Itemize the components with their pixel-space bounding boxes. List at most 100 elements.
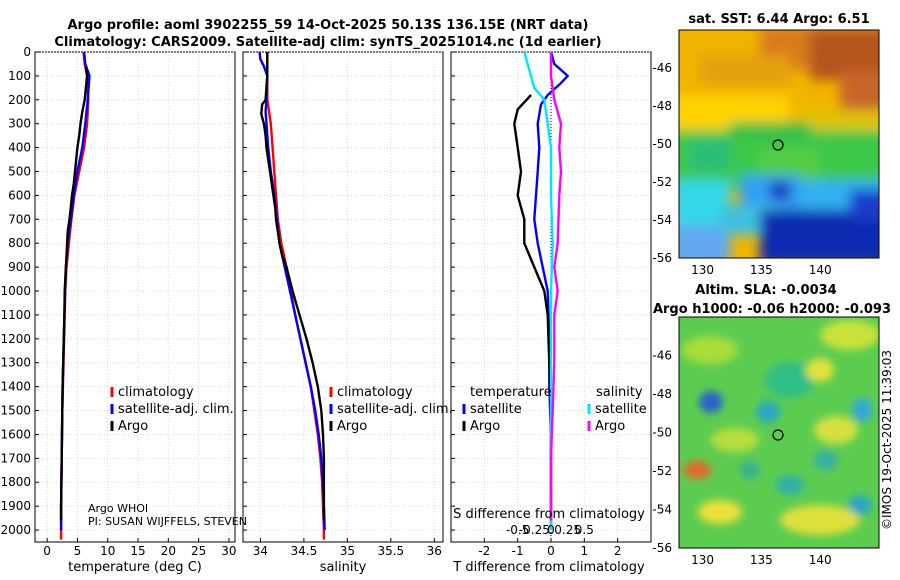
series-line-salinity-argo	[260, 52, 326, 521]
sla-y-tick: -48	[652, 387, 672, 401]
s-diff-tick: 0.25	[554, 523, 581, 537]
depth-tick-1900: 1900	[0, 499, 31, 513]
depth-tick-100: 100	[8, 69, 31, 83]
sla-y-tick: -52	[652, 464, 672, 478]
temperature-x-tick: 25	[191, 544, 206, 558]
legend-s-argo-label: Argo	[595, 419, 625, 434]
depth-tick-1700: 1700	[0, 451, 31, 465]
sst-y-tick: -52	[652, 175, 672, 189]
temperature-x-tick: 5	[74, 544, 82, 558]
depth-tick-500: 500	[8, 165, 31, 179]
sst-y-tick: -54	[652, 213, 672, 227]
difference-x-tick-labels: -2 -1 0 1 2	[478, 544, 621, 558]
sst-map-image	[679, 30, 879, 258]
sst-x-tick: 135	[750, 263, 773, 277]
salinity-x-label: salinity	[320, 560, 367, 575]
temperature-x-tick-labels: 0 5 10 15 20 25 30	[43, 544, 236, 558]
difference-legend: temperature salinity satellite Argo sate…	[462, 385, 647, 434]
legend-satellite-label: satellite-adj. clim.	[118, 402, 234, 417]
legend-climatology-label: climatology	[118, 385, 194, 400]
legend-s-satellite-label: satellite	[595, 402, 647, 417]
depth-tick-1200: 1200	[0, 332, 31, 346]
argo-institution-note: Argo WHOI	[88, 502, 148, 515]
difference-x-label: T difference from climatology	[452, 560, 645, 575]
argo-pi-note: PI: SUSAN WIJFFELS, STEVEN	[88, 515, 247, 528]
salinity-x-tick: 36	[427, 544, 442, 558]
depth-tick-300: 300	[8, 117, 31, 131]
temperature-x-tick: 30	[221, 544, 236, 558]
sst-map-x-labels: 130 135 140	[691, 263, 832, 277]
s-diff-tick: 0.5	[575, 523, 594, 537]
sla-x-tick: 140	[809, 553, 832, 567]
depth-tick-1300: 1300	[0, 356, 31, 370]
t-diff-x-tick: 1	[581, 544, 589, 558]
depth-tick-1500: 1500	[0, 404, 31, 418]
sla-y-tick: -56	[652, 541, 672, 555]
series-line-temperature-argo	[59, 66, 89, 521]
sla-argo-marker	[772, 429, 784, 441]
sst-map-y-labels: -46 -48 -50 -52 -54 -56	[652, 61, 672, 265]
salinity-legend: climatology satellite-adj. clim. Argo	[329, 385, 453, 434]
depth-tick-1400: 1400	[0, 380, 31, 394]
legend-argo-label: Argo	[337, 419, 367, 434]
sla-map-x-labels: 130 135 140	[691, 553, 832, 567]
title-line-2: Climatology: CARS2009. Satellite-adj cli…	[54, 35, 601, 50]
depth-tick-1100: 1100	[0, 308, 31, 322]
depth-tick-200: 200	[8, 93, 31, 107]
salinity-x-tick: 34	[253, 544, 268, 558]
t-diff-x-tick: 2	[614, 544, 622, 558]
salinity-panel-frame	[242, 51, 444, 543]
legend-t-satellite-label: satellite	[470, 402, 522, 417]
temperature-x-tick: 15	[130, 544, 145, 558]
legend-satellite-label: satellite-adj. clim.	[337, 402, 453, 417]
series-line-difference-salinity-argo	[549, 52, 563, 521]
depth-tick-800: 800	[8, 236, 31, 250]
title-line-1: Argo profile: aoml 3902255_59 14-Oct-202…	[68, 18, 589, 33]
salinity-x-tick: 35	[340, 544, 355, 558]
t-diff-x-tick: -2	[478, 544, 490, 558]
sst-y-tick: -48	[652, 99, 672, 113]
t-diff-x-tick: 0	[547, 544, 555, 558]
series-line-difference-salinity-satellite	[523, 51, 554, 530]
legend-t-argo-label: Argo	[470, 419, 500, 434]
sst-y-tick: -56	[652, 251, 672, 265]
grid-layer	[35, 51, 821, 549]
s-diff-tick: -0.25	[519, 523, 550, 537]
depth-tick-1000: 1000	[0, 284, 31, 298]
depth-tick-1600: 1600	[0, 427, 31, 441]
temperature-x-tick: 10	[100, 544, 115, 558]
salinity-x-tick: 34.5	[291, 544, 318, 558]
sla-x-tick: 130	[691, 553, 714, 567]
imos-watermark: ©IMOS 19-Oct-2025 11:39:03	[880, 350, 894, 530]
depth-tick-900: 900	[8, 260, 31, 274]
temperature-x-tick: 20	[161, 544, 176, 558]
temperature-legend: climatology satellite-adj. clim. Argo	[110, 385, 234, 434]
sst-x-tick: 140	[809, 263, 832, 277]
depth-tick-700: 700	[8, 212, 31, 226]
s-diff-tick: 0	[547, 523, 555, 537]
temperature-x-label: temperature (deg C)	[68, 560, 202, 575]
depth-tick-400: 400	[8, 141, 31, 155]
temperature-panel-frame	[34, 51, 236, 543]
s-difference-tick-labels: -0.5 -0.25 0 0.25 0.5	[506, 523, 594, 537]
series-layer	[59, 51, 569, 540]
sla-x-tick: 135	[750, 553, 773, 567]
sla-map-title-2: Argo h1000: -0.06 h2000: -0.093	[653, 302, 891, 317]
sla-y-tick: -46	[652, 349, 672, 363]
sla-map-title-1: Altim. SLA: -0.0034	[695, 283, 836, 298]
legend-temperature-title: temperature	[470, 385, 552, 400]
depth-tick-2000: 2000	[0, 523, 31, 537]
sst-y-tick: -50	[652, 137, 672, 151]
depth-tick-600: 600	[8, 188, 31, 202]
salinity-x-tick-labels: 34 34.5 35 35.5 36	[253, 544, 442, 558]
sst-y-tick: -46	[652, 61, 672, 75]
sla-map-y-labels: -46 -48 -50 -52 -54 -56	[652, 349, 672, 556]
sst-map-title: sat. SST: 6.44 Argo: 6.51	[688, 12, 869, 27]
depth-axis-labels: 0 100 200 300 400 500 600 700 800 900 10…	[0, 45, 31, 537]
salinity-x-tick: 35.5	[377, 544, 404, 558]
t-diff-x-tick: -1	[512, 544, 524, 558]
legend-climatology-label: climatology	[337, 385, 413, 400]
s-difference-axis-label: S difference from climatology	[453, 507, 645, 522]
sst-argo-marker	[772, 139, 784, 151]
